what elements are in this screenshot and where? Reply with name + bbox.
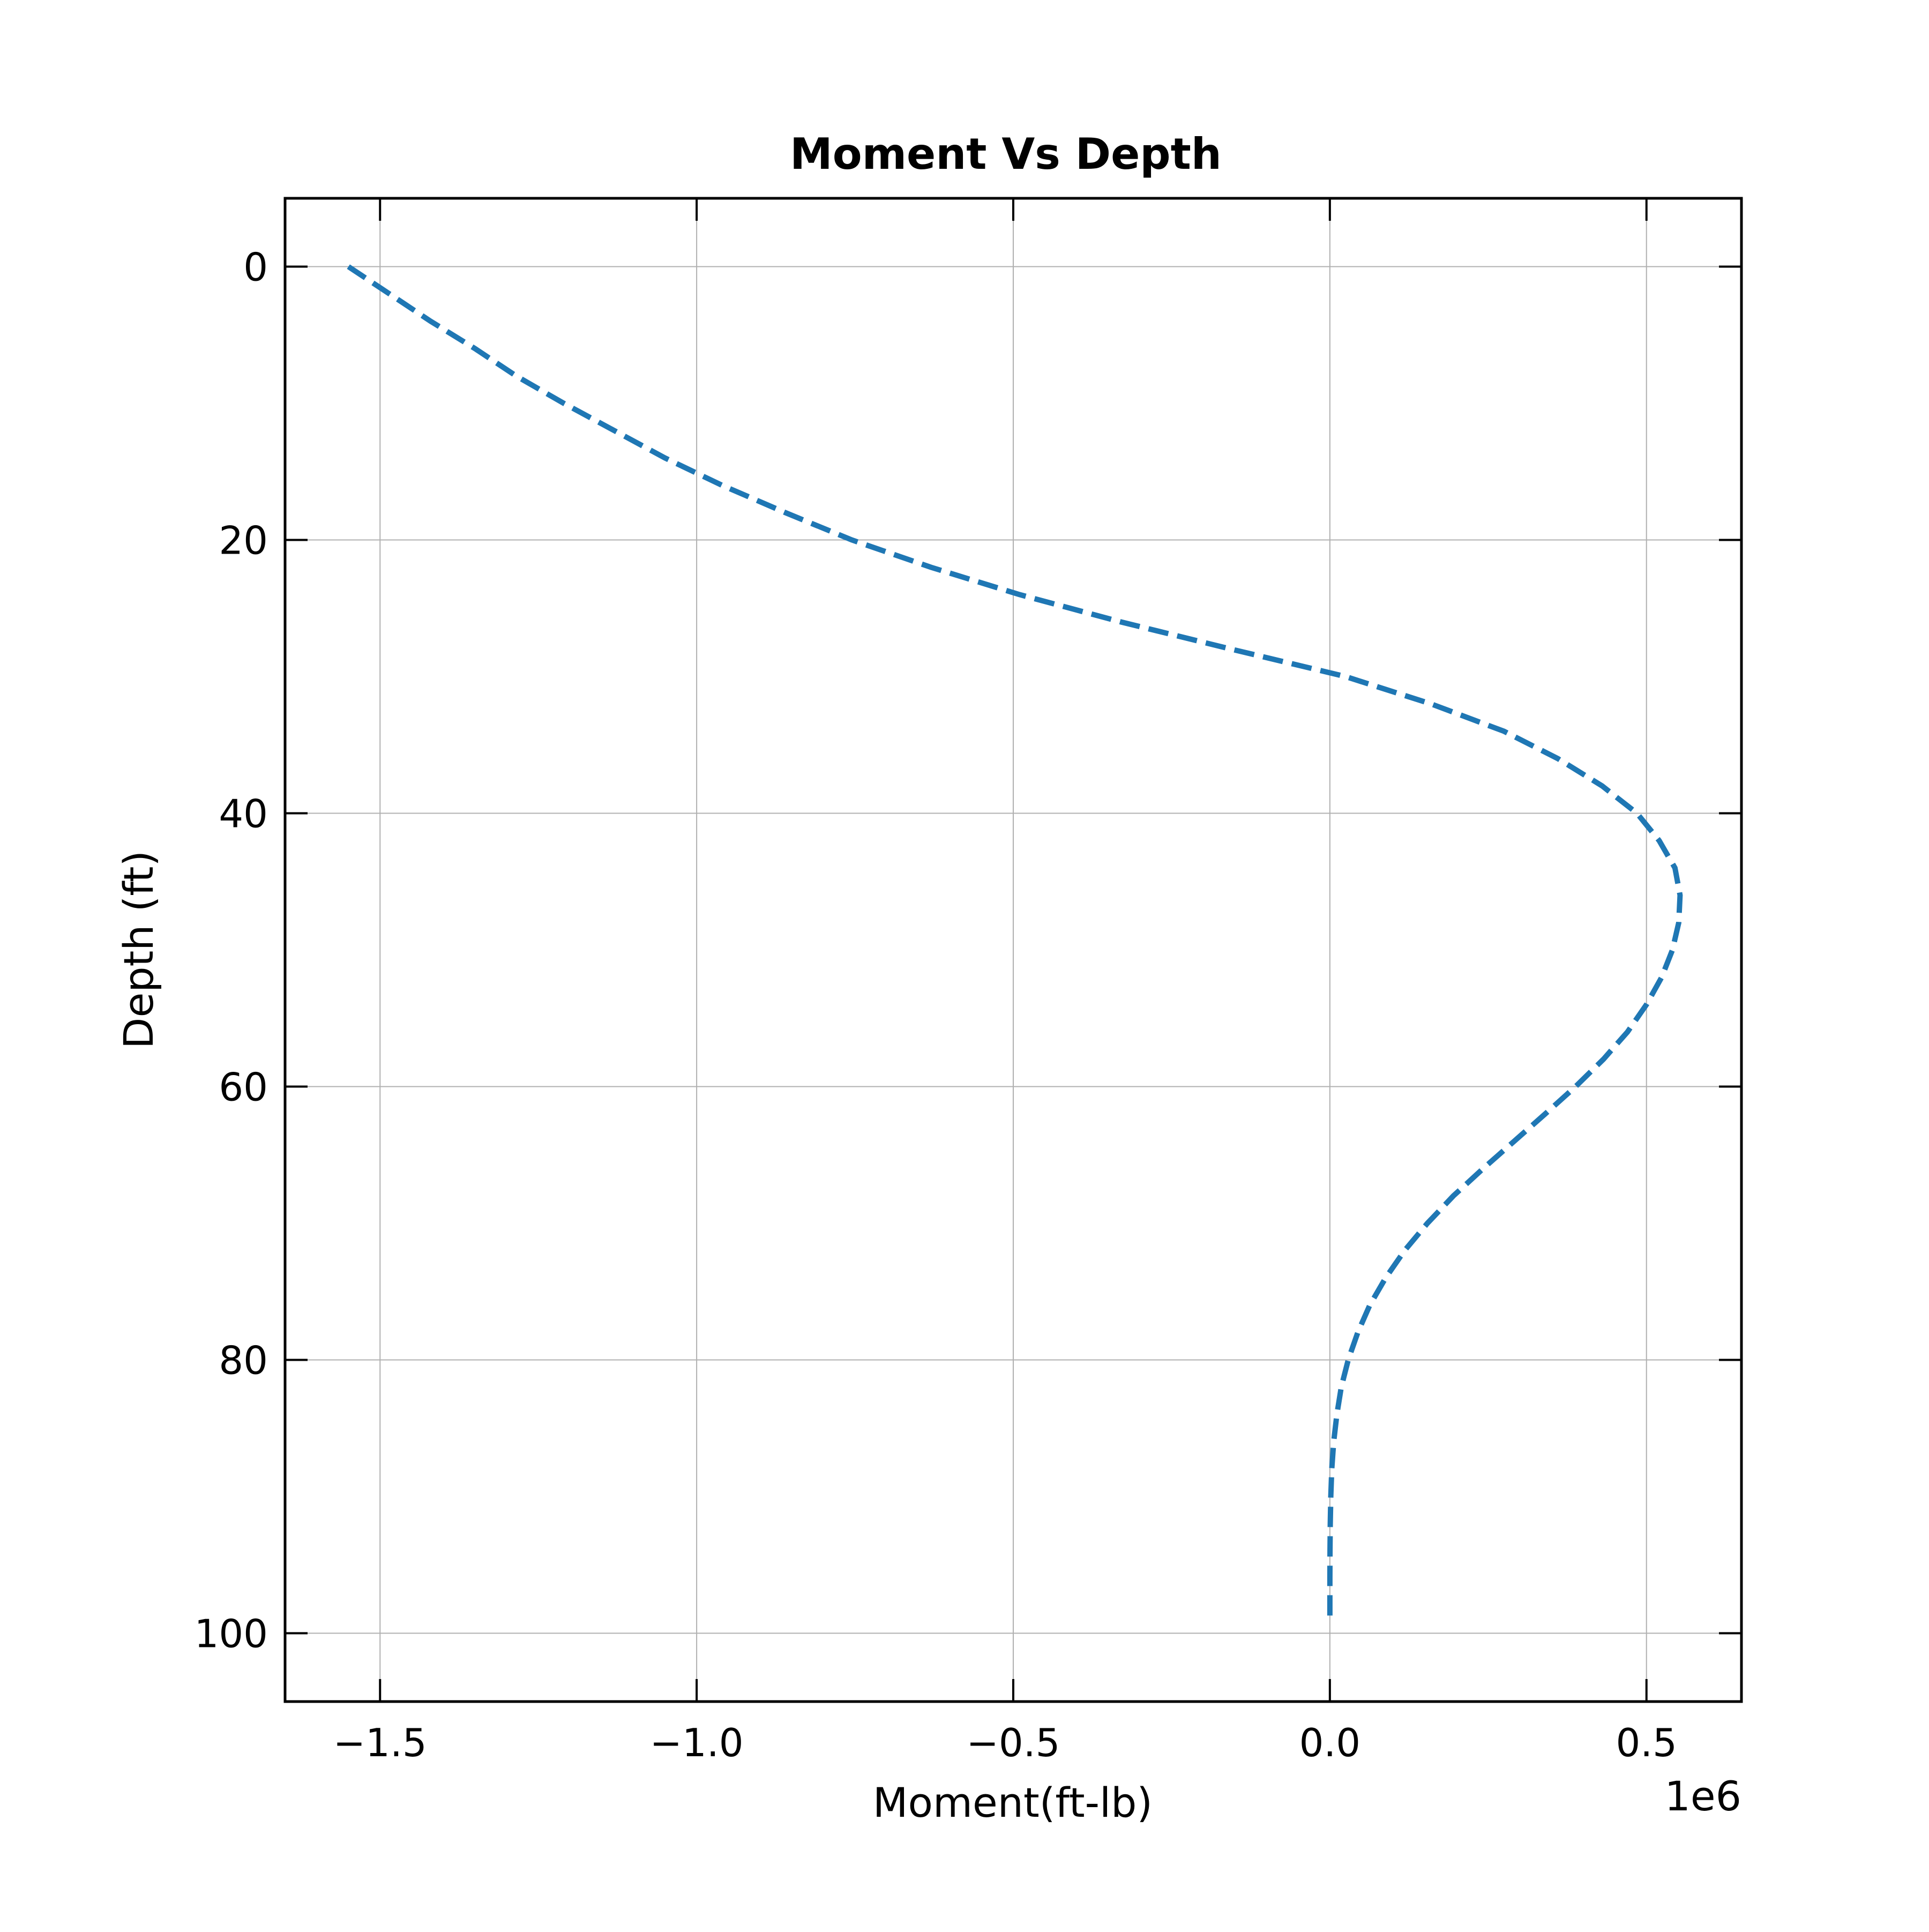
y-tick-label: 80	[219, 1338, 268, 1383]
x-tick-label: −0.5	[967, 1720, 1060, 1765]
tick-labels: −1.5 −1.0 −0.5 0.0 0.5 0 20 40 60 80 100	[195, 245, 1677, 1766]
y-tick-label: 60	[219, 1065, 268, 1110]
series-line	[347, 264, 1683, 1620]
chart-title: Moment Vs Depth	[790, 129, 1222, 179]
y-tick-label: 100	[195, 1612, 268, 1657]
y-tick-label: 0	[243, 245, 268, 290]
x-tick-label: −1.0	[650, 1720, 744, 1765]
data-layer	[347, 264, 1683, 1620]
grid-lines	[285, 198, 1741, 1702]
x-axis-label: Moment(ft-lb)	[873, 1779, 1153, 1826]
ticks	[285, 198, 1741, 1702]
y-tick-label: 20	[219, 518, 268, 563]
y-axis-label: Depth (ft)	[115, 851, 162, 1049]
x-offset-label: 1e6	[1665, 1772, 1741, 1820]
x-tick-label: 0.5	[1616, 1720, 1677, 1765]
x-tick-label: −1.5	[333, 1720, 427, 1765]
x-tick-label: 0.0	[1299, 1720, 1361, 1765]
y-tick-label: 40	[219, 792, 268, 837]
